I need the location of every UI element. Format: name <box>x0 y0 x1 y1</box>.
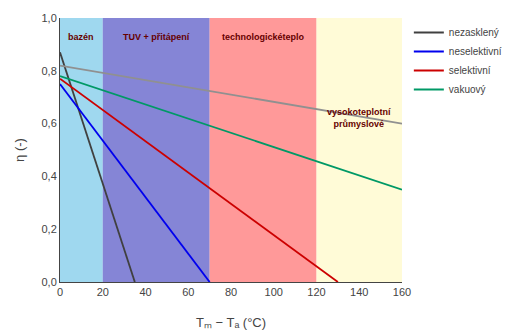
svg-text:120: 120 <box>307 286 325 298</box>
svg-text:0,4: 0,4 <box>42 170 57 182</box>
svg-text:selektivní: selektivní <box>449 65 491 76</box>
svg-text:vysokoteplotníprůmyslové: vysokoteplotníprůmyslové <box>327 107 391 129</box>
svg-text:20: 20 <box>97 286 109 298</box>
svg-text:TUV + přitápení: TUV + přitápení <box>123 32 190 42</box>
svg-text:vakuový: vakuový <box>449 84 486 95</box>
svg-text:140: 140 <box>350 286 368 298</box>
svg-text:neselektivní: neselektivní <box>449 46 502 57</box>
svg-text:bazén: bazén <box>68 32 94 42</box>
svg-text:100: 100 <box>265 286 283 298</box>
svg-text:1,0: 1,0 <box>42 12 57 24</box>
svg-text:0,2: 0,2 <box>42 223 57 235</box>
svg-text:80: 80 <box>225 286 237 298</box>
svg-text:nezasklený: nezasklený <box>449 27 499 38</box>
svg-text:160: 160 <box>393 286 411 298</box>
svg-text:η (-): η (-) <box>12 138 27 162</box>
svg-text:0: 0 <box>57 286 63 298</box>
svg-text:0,0: 0,0 <box>42 276 57 288</box>
svg-text:40: 40 <box>139 286 151 298</box>
svg-text:0,8: 0,8 <box>42 65 57 77</box>
svg-text:0,6: 0,6 <box>42 117 57 129</box>
svg-text:technologickéteplo: technologickéteplo <box>222 32 305 42</box>
svg-text:60: 60 <box>182 286 194 298</box>
svg-text:Tₘ − Tₐ (°C): Tₘ − Tₐ (°C) <box>196 315 266 330</box>
